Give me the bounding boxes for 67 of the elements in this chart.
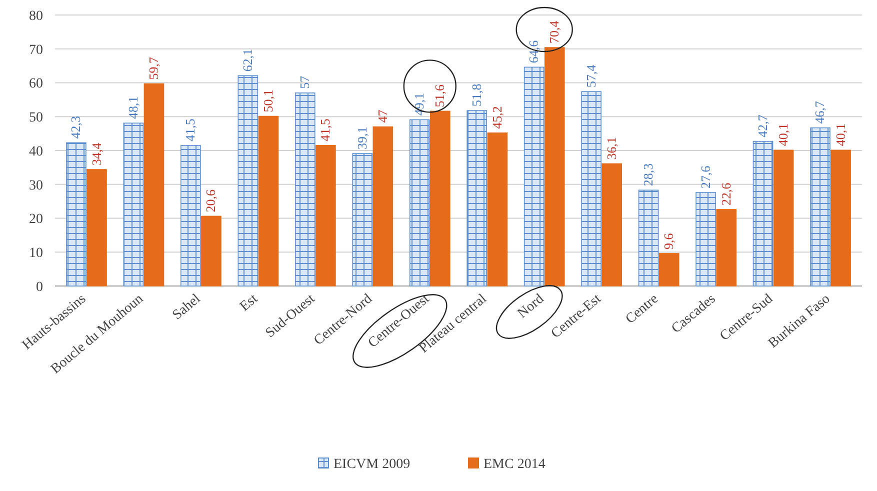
bar — [258, 116, 279, 286]
y-tick-label: 10 — [29, 246, 43, 262]
data-label: 42,7 — [755, 114, 770, 138]
data-label: 47 — [374, 109, 390, 123]
y-tick-label: 0 — [36, 280, 43, 295]
y-tick-label: 70 — [29, 42, 43, 58]
bar — [752, 140, 774, 286]
bar — [409, 119, 430, 286]
data-label: 20,6 — [203, 188, 218, 212]
data-label: 22,6 — [718, 182, 734, 206]
data-label: 36,1 — [604, 136, 619, 160]
bar — [602, 163, 622, 286]
bar — [86, 169, 107, 286]
bar — [773, 150, 794, 286]
data-label: 59,7 — [146, 56, 161, 80]
y-tick-label: 30 — [29, 178, 43, 194]
bar — [638, 190, 659, 286]
data-label: 9,6 — [661, 232, 676, 250]
bar — [238, 75, 258, 286]
data-label: 39,1 — [354, 126, 370, 150]
bar — [123, 122, 144, 286]
y-tick-label: 20 — [29, 212, 43, 228]
bar — [466, 110, 488, 286]
bar — [372, 126, 394, 286]
bar — [716, 209, 736, 286]
data-label: 45,2 — [489, 106, 504, 129]
bar — [696, 192, 716, 286]
x-tick-label: Est — [237, 292, 261, 315]
data-label: 40,1 — [832, 123, 848, 146]
bar — [830, 150, 851, 286]
legend-label: EMC 2014 — [484, 456, 546, 472]
y-tick-label: 50 — [29, 110, 43, 126]
bar — [352, 153, 373, 286]
data-label: 51,6 — [432, 84, 448, 108]
data-label: 27,6 — [698, 165, 713, 189]
data-label: 50,1 — [260, 90, 276, 112]
bar — [316, 145, 336, 286]
y-tick-label: 40 — [29, 144, 43, 160]
bar — [66, 142, 86, 286]
data-label: 57 — [297, 75, 312, 89]
data-label: 40,1 — [776, 123, 791, 146]
bar — [581, 91, 602, 286]
data-label: 41,5 — [182, 118, 198, 142]
data-label: 62,1 — [240, 48, 255, 72]
data-label: 57,4 — [583, 64, 598, 88]
data-label: 51,8 — [468, 84, 484, 107]
data-label: 28,3 — [640, 163, 656, 186]
bar — [430, 110, 450, 286]
bar — [544, 47, 565, 286]
data-label: 34,4 — [88, 142, 104, 166]
bar — [180, 145, 201, 286]
data-label: 46,7 — [812, 100, 828, 124]
data-label: 48,1 — [125, 96, 140, 120]
data-label: 70,4 — [546, 20, 562, 44]
bar — [294, 92, 316, 286]
legend-label: EICVM 2009 — [334, 456, 410, 472]
bar — [658, 253, 680, 286]
y-tick-label: 60 — [29, 76, 43, 92]
bar — [524, 66, 544, 286]
bar — [144, 83, 164, 286]
bar — [487, 132, 508, 286]
bar — [810, 127, 830, 286]
data-label: 42,3 — [68, 116, 84, 139]
data-label: 64,6 — [526, 40, 542, 64]
data-label: 41,5 — [318, 118, 333, 142]
y-tick-label: 80 — [29, 8, 43, 24]
bar — [201, 216, 222, 286]
